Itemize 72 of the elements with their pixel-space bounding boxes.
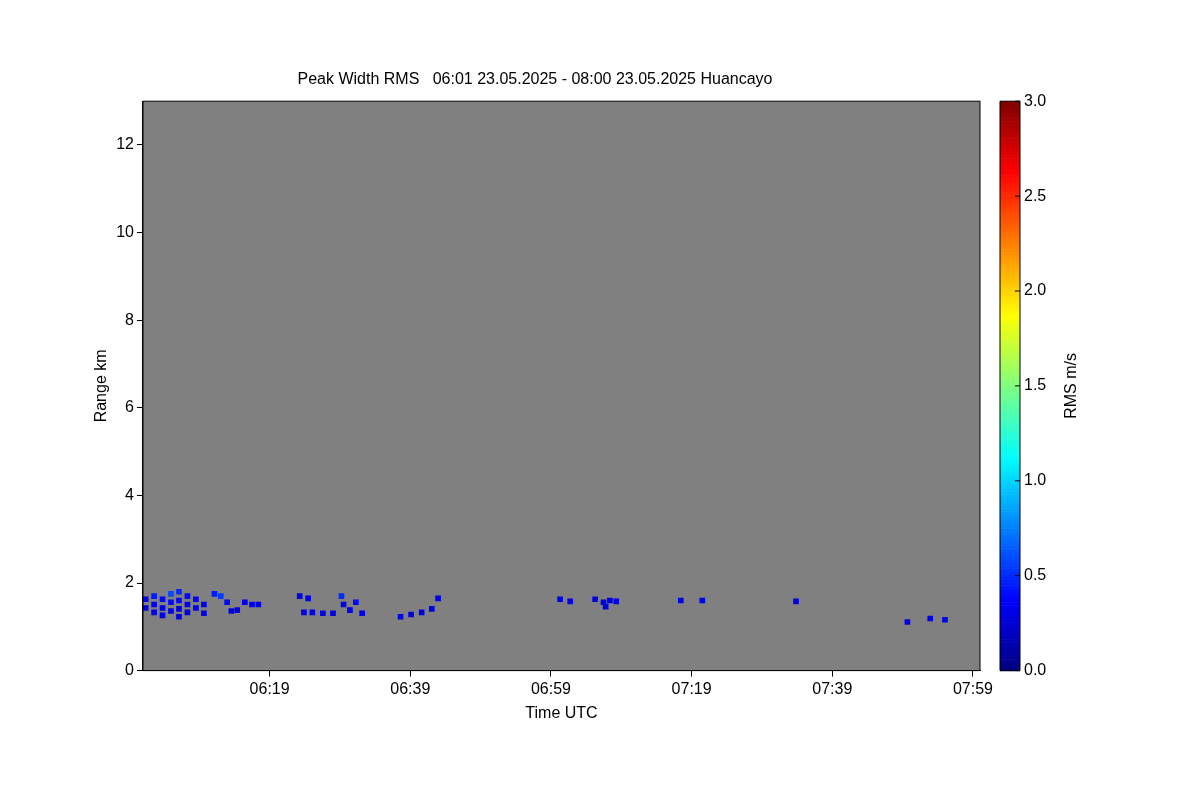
point <box>359 610 365 617</box>
y-tick-label: 12 <box>116 135 135 153</box>
y-axis-title: Range km <box>92 349 110 423</box>
point <box>176 613 182 620</box>
y-tick-label: 0 <box>125 661 135 679</box>
x-tick-label: 06:19 <box>249 679 290 697</box>
point <box>159 596 166 603</box>
point <box>330 610 336 617</box>
point <box>942 616 948 623</box>
point <box>176 588 182 595</box>
y-tick-label: 4 <box>125 485 135 503</box>
x-tick-label: 06:59 <box>530 679 572 697</box>
point <box>193 596 199 603</box>
point <box>151 601 157 608</box>
point <box>242 599 248 606</box>
y-tick-label: 10 <box>116 223 135 241</box>
point <box>184 593 191 599</box>
point <box>159 605 166 611</box>
point <box>228 608 235 614</box>
point <box>193 605 199 611</box>
point <box>168 591 174 597</box>
point <box>613 598 620 605</box>
point <box>168 599 174 606</box>
y-tick-label: 6 <box>125 398 135 416</box>
x-axis-title: Time UTC <box>525 703 598 721</box>
point <box>557 596 563 603</box>
point <box>305 595 311 602</box>
y-tick-label: 2 <box>125 573 135 591</box>
color-bar-label: 2.5 <box>1024 186 1047 204</box>
color-bar-title: RMS m/s <box>1062 353 1080 419</box>
point <box>234 607 241 613</box>
point <box>338 593 345 599</box>
point <box>353 599 359 606</box>
point <box>224 599 230 606</box>
color-bar-label: 0.5 <box>1024 566 1047 584</box>
point <box>428 606 435 612</box>
color-bar-label: 3.0 <box>1024 91 1047 109</box>
chart-title: Peak Width RMS 06:01 23.05.2025 - 08:00 23.05.2025 Huancayo <box>297 70 773 88</box>
y-tick-label: 8 <box>125 310 135 328</box>
point <box>347 607 353 613</box>
color-bar-label: 1.5 <box>1024 376 1047 394</box>
point <box>301 609 307 616</box>
point <box>151 609 157 616</box>
point <box>927 615 934 622</box>
point <box>567 598 574 605</box>
point <box>296 593 303 599</box>
point <box>217 593 224 599</box>
point <box>408 611 414 618</box>
point <box>249 601 255 608</box>
point <box>435 595 441 602</box>
x-tick-label: 07:19 <box>671 679 712 697</box>
point <box>607 597 613 604</box>
color-bar-label: 0.0 <box>1024 661 1047 679</box>
point <box>397 613 404 620</box>
x-tick-label: 06:39 <box>390 679 431 697</box>
point <box>176 597 182 604</box>
point <box>211 591 218 597</box>
x-tick-label: 07:39 <box>812 679 853 697</box>
x-tick-label: 07:59 <box>952 679 994 697</box>
point <box>320 610 326 617</box>
color-bar-label: 1.0 <box>1024 471 1047 489</box>
point <box>151 593 157 599</box>
color-bar-label: 2.0 <box>1024 281 1047 299</box>
point <box>201 601 207 608</box>
point <box>793 598 799 605</box>
point <box>904 619 911 625</box>
point <box>176 606 182 612</box>
point <box>699 597 706 604</box>
point <box>592 596 598 603</box>
point <box>168 608 174 614</box>
point <box>201 610 207 617</box>
point <box>677 597 684 604</box>
